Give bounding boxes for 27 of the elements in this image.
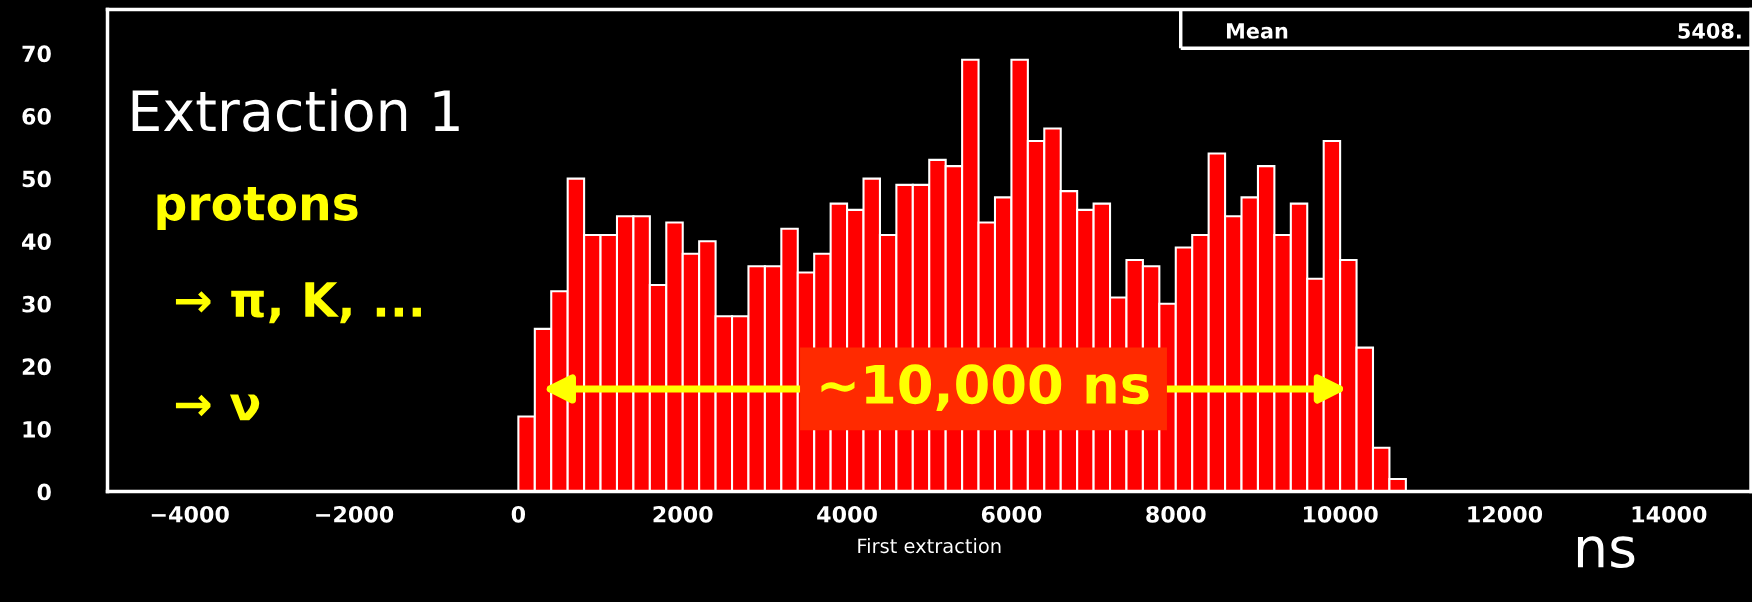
x-tick-label: 2000 [653,505,713,523]
x-tick-label: −4000 [151,505,229,523]
y-tick-label: 0 [37,483,51,501]
annotation: Extraction 1 [132,88,459,132]
y-tick-label: 60 [22,107,51,125]
y-tick-label: 30 [22,295,51,313]
annotation: protons [157,187,358,231]
x-tick-label: 6000 [981,505,1042,523]
annotation: ~10,000 ns [821,364,1149,411]
x-tick-label: 14000 [1632,505,1707,523]
y-tick-label: 40 [22,233,51,250]
x-tick-label: 8000 [1146,505,1206,523]
x-tick-label: 10000 [1303,505,1378,523]
annotation: → ν [175,394,260,421]
x-tick-label: −2000 [316,505,394,523]
y-tick-label: 20 [22,358,51,376]
y-tick-label: 10 [23,420,51,438]
y-tick-label: 50 [22,170,51,188]
x-tick-label: 0 [511,505,526,523]
annotation: → π, K, ... [175,282,421,324]
x-axis-title: First extraction [858,538,1001,554]
text: ns [1577,536,1635,569]
y-tick-label: 70 [22,45,51,63]
annotation: 5408. [1678,23,1741,39]
x-tick-label: 4000 [817,505,877,523]
annotation: Mean [1226,23,1288,39]
x-tick-label: 12000 [1468,505,1543,523]
